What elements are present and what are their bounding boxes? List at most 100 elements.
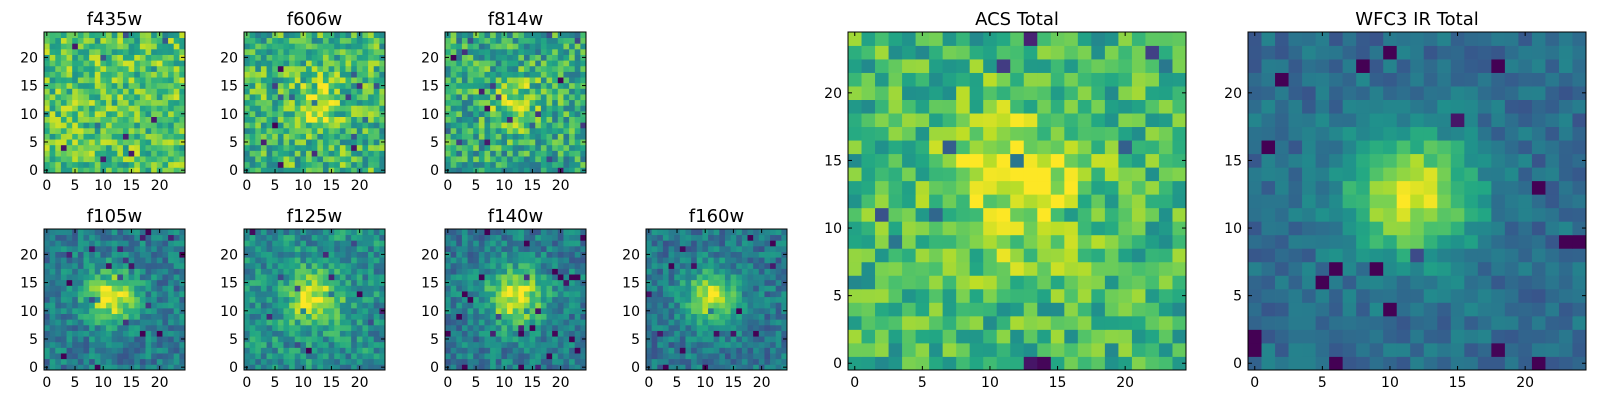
heatmap-cell — [156, 353, 163, 360]
heatmap-cell — [368, 313, 375, 320]
heatmap-cell — [168, 32, 175, 39]
heatmap-cell — [523, 54, 530, 61]
heatmap-cell — [1104, 207, 1119, 222]
heatmap-cell — [72, 144, 79, 151]
heatmap-cell — [996, 356, 1011, 371]
heatmap-cell — [1145, 315, 1160, 330]
heatmap-cell — [747, 279, 754, 286]
x-tick-label: 10 — [495, 375, 513, 391]
heatmap-cell — [775, 251, 782, 258]
heatmap-cell — [83, 347, 90, 354]
heatmap-cell — [535, 127, 542, 134]
heatmap-cell — [60, 341, 67, 348]
heatmap-cell — [719, 285, 726, 292]
heatmap-cell — [456, 161, 463, 168]
heatmap-cell — [507, 313, 514, 320]
heatmap-cell — [168, 54, 175, 61]
heatmap-cell — [490, 307, 497, 314]
heatmap-cell — [696, 302, 703, 309]
heatmap-cell — [507, 139, 514, 146]
heatmap-cell — [495, 285, 502, 292]
heatmap-cell — [294, 32, 301, 39]
heatmap-cell — [272, 88, 279, 95]
heatmap-cell — [445, 257, 452, 264]
heatmap-cell — [339, 229, 346, 236]
heatmap-cell — [445, 116, 452, 123]
heatmap-cell — [283, 330, 290, 337]
heatmap-cell — [77, 32, 84, 39]
heatmap-cell — [266, 82, 273, 89]
heatmap-cell — [106, 77, 113, 84]
heatmap-cell — [368, 285, 375, 292]
heatmap-cell — [266, 330, 273, 337]
heatmap-cell — [456, 139, 463, 146]
heatmap-cell — [781, 234, 788, 241]
heatmap-cell — [574, 364, 581, 371]
heatmap-cell — [535, 229, 542, 236]
heatmap-cell — [55, 144, 62, 151]
heatmap-cell — [134, 347, 141, 354]
heatmap-cell — [674, 268, 681, 275]
heatmap-cell — [490, 245, 497, 252]
heatmap-cell — [557, 240, 564, 247]
heatmap-cell — [255, 71, 262, 78]
heatmap-cell — [557, 37, 564, 44]
heatmap-cell — [156, 71, 163, 78]
heatmap-cell — [668, 234, 675, 241]
heatmap-cell — [322, 234, 329, 241]
heatmap-cell — [552, 167, 559, 174]
heatmap-cell — [362, 353, 369, 360]
heatmap-cell — [168, 364, 175, 371]
heatmap-cell — [512, 347, 519, 354]
heatmap-cell — [535, 262, 542, 269]
heatmap-cell — [580, 229, 587, 236]
x-tick-label: 20 — [351, 178, 369, 194]
heatmap-cell — [55, 43, 62, 50]
heatmap-cell — [529, 156, 536, 163]
heatmap-cell — [875, 288, 889, 303]
heatmap-cell — [942, 356, 957, 371]
heatmap-cell — [173, 127, 180, 134]
heatmap-cell — [875, 221, 889, 236]
heatmap-cell — [764, 274, 771, 281]
heatmap-cell — [473, 324, 480, 331]
heatmap-cell — [552, 274, 559, 281]
heatmap-cell — [770, 285, 777, 292]
heatmap-cell — [49, 156, 56, 163]
heatmap-cell — [66, 94, 73, 101]
heatmap-cell — [294, 116, 301, 123]
heatmap-cell — [351, 229, 358, 236]
heatmap-cell — [1023, 275, 1038, 290]
heatmap-cell — [128, 313, 135, 320]
heatmap-cell — [145, 105, 152, 112]
heatmap-cell — [317, 285, 324, 292]
heatmap-cell — [467, 353, 474, 360]
heatmap-cell — [334, 245, 341, 252]
x-tick-label: 15 — [524, 375, 542, 391]
heatmap-cell — [66, 347, 73, 354]
heatmap-cell — [145, 353, 152, 360]
heatmap-cell — [128, 358, 135, 365]
heatmap-cell — [173, 54, 180, 61]
heatmap-cell — [552, 122, 559, 129]
heatmap-cell — [356, 105, 363, 112]
heatmap-cell — [311, 32, 318, 39]
heatmap-cell — [929, 207, 944, 222]
heatmap-cell — [574, 229, 581, 236]
heatmap-cell — [106, 161, 113, 168]
heatmap-cell — [563, 296, 570, 303]
heatmap-cell — [1158, 356, 1173, 371]
heatmap-cell — [128, 240, 135, 247]
heatmap-cell — [373, 279, 380, 286]
y-tick-label: 0 — [631, 360, 640, 376]
heatmap-cell — [563, 229, 570, 236]
heatmap-cell — [719, 291, 726, 298]
heatmap-cell — [49, 336, 56, 343]
heatmap-cell — [100, 262, 107, 269]
heatmap-cell — [339, 257, 346, 264]
heatmap-cell — [713, 285, 720, 292]
heatmap-cell — [461, 122, 468, 129]
heatmap-cell — [679, 245, 686, 252]
axes-frame — [645, 228, 788, 371]
